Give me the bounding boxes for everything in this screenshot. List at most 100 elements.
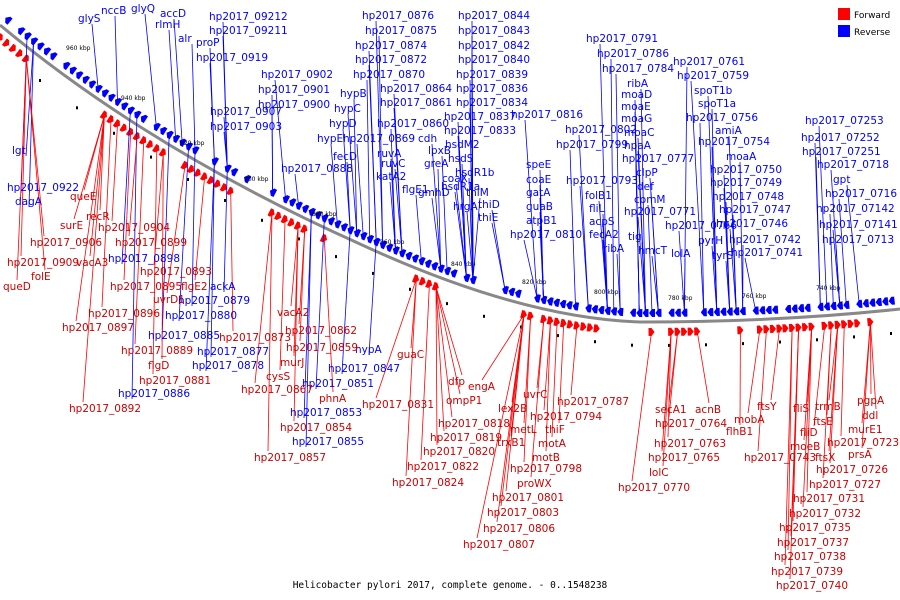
gene-label: hp2017_0904 <box>98 222 170 234</box>
gene-arrow <box>553 299 560 307</box>
gene-arrow <box>134 111 141 119</box>
gene-label: hp2017_07141 <box>819 219 898 231</box>
leader-line <box>436 287 444 431</box>
gene-label: hp2017_0892 <box>69 403 141 415</box>
gene-arrow <box>444 267 451 276</box>
gene-arrow <box>8 44 15 52</box>
gene-arrow <box>76 71 83 79</box>
leader-line <box>376 279 416 398</box>
leader-line <box>367 80 370 239</box>
gene-label: hp2017_0723 <box>827 437 899 449</box>
gene-label: fliL <box>589 203 605 215</box>
gene-arrow <box>121 102 128 110</box>
gene-label: hp2017_0854 <box>280 422 352 434</box>
gene-label: hp2017_07252 <box>801 132 880 144</box>
gene-label: ruvC <box>381 158 406 170</box>
gene-arrow <box>688 328 694 336</box>
gene-arrow <box>566 301 573 309</box>
gene-label: mobA <box>734 414 765 426</box>
leader-line <box>571 326 577 395</box>
position-marker <box>557 334 559 337</box>
position-marker <box>150 156 152 159</box>
gene-label: hp2017_0844 <box>458 10 530 22</box>
gene-label: hp2017_0902 <box>261 69 333 81</box>
gene-arrow <box>146 140 153 148</box>
gene-label: guaC <box>397 349 424 361</box>
gene-label: hp2017_0833 <box>444 125 516 137</box>
legend-forward: Forward <box>854 11 890 21</box>
gene-label: ddl <box>862 410 878 422</box>
gene-label: hp2017_0718 <box>817 159 889 171</box>
gene-label: moaA <box>726 151 757 163</box>
position-marker <box>372 272 374 275</box>
gene-arrow <box>141 115 148 123</box>
gene-label: hp2017_0873 <box>219 332 291 344</box>
gene-arrow <box>220 183 227 192</box>
gene-label: hp2017_0900 <box>258 99 330 111</box>
gene-label: hp2017_09211 <box>209 25 288 37</box>
gene-arrow <box>567 320 574 328</box>
forward-swatch <box>838 8 850 20</box>
gene-label: hp2017_0794 <box>530 411 602 423</box>
gene-label: fecA2 <box>589 229 619 241</box>
gene-label: speE <box>526 159 551 171</box>
gene-label: prsA <box>848 449 872 461</box>
gene-label: queD <box>3 281 31 293</box>
gene-arrow <box>585 304 592 312</box>
gene-arrow <box>668 309 674 317</box>
gene-label: ftsY <box>757 401 777 413</box>
gene-label: motA <box>538 438 567 450</box>
position-marker <box>816 338 818 341</box>
gene-label: hp2017_0735 <box>779 522 851 534</box>
gene-arrow <box>419 277 426 286</box>
gene-label: hp2017_0886 <box>118 388 190 400</box>
leader-line <box>115 16 118 101</box>
gene-label: coaE <box>526 174 551 186</box>
position-marker <box>261 219 263 222</box>
gene-arrow <box>268 208 275 217</box>
gene-label: fliD <box>800 427 818 439</box>
legend-reverse: Reverse <box>854 28 891 38</box>
gene-arrow <box>192 146 199 154</box>
position-marker <box>779 341 781 344</box>
gene-label: queE <box>70 191 96 203</box>
gene-label: spoT1a <box>698 98 736 110</box>
gene-arrow <box>38 42 45 50</box>
gene-label: glyS <box>78 13 101 25</box>
gene-label: hp2017_0880 <box>165 310 237 322</box>
leader-line <box>280 220 285 370</box>
gene-label: hp2017_0853 <box>290 407 362 419</box>
gene-label: hp2017_0740 <box>776 580 848 592</box>
gene-label: hp2017_0763 <box>654 438 726 450</box>
gene-arrow <box>289 198 296 207</box>
gene-arrow <box>283 195 290 204</box>
gene-arrow <box>100 110 107 118</box>
gene-arrow <box>5 17 12 25</box>
gene-label: hp2017_0807 <box>463 539 535 551</box>
gene-arrow <box>63 62 70 70</box>
gene-arrow <box>515 290 522 299</box>
gene-label: uvrD1 <box>153 294 185 306</box>
gene-label: hp2017_0843 <box>458 25 530 37</box>
gene-arrow <box>889 297 895 305</box>
gene-arrow <box>231 168 238 177</box>
gene-label: hpaA <box>624 140 652 152</box>
gene-label: hypC <box>334 103 361 115</box>
gene-label: trxB1 <box>497 437 525 449</box>
leader-line <box>17 59 26 280</box>
gene-label: hp2017_0764 <box>655 418 727 430</box>
gene-arrow <box>854 319 860 327</box>
gene-arrow <box>354 229 361 238</box>
gene-arrow <box>128 107 135 115</box>
gene-label: hp2017_0777 <box>622 153 694 165</box>
gene-label: fliS <box>793 403 810 415</box>
gene-label: hp2017_0837 <box>444 111 516 123</box>
gene-arrow <box>720 308 726 316</box>
gene-arrow <box>167 131 174 139</box>
gene-arrow <box>848 320 854 328</box>
gene-label: hp2017_0862 <box>285 325 357 337</box>
gene-label: hp2017_0756 <box>686 112 758 124</box>
gene-arrow <box>0 33 3 41</box>
gene-label: hp2017_0747 <box>719 204 791 216</box>
gene-label: hp2017_0903 <box>210 121 282 133</box>
